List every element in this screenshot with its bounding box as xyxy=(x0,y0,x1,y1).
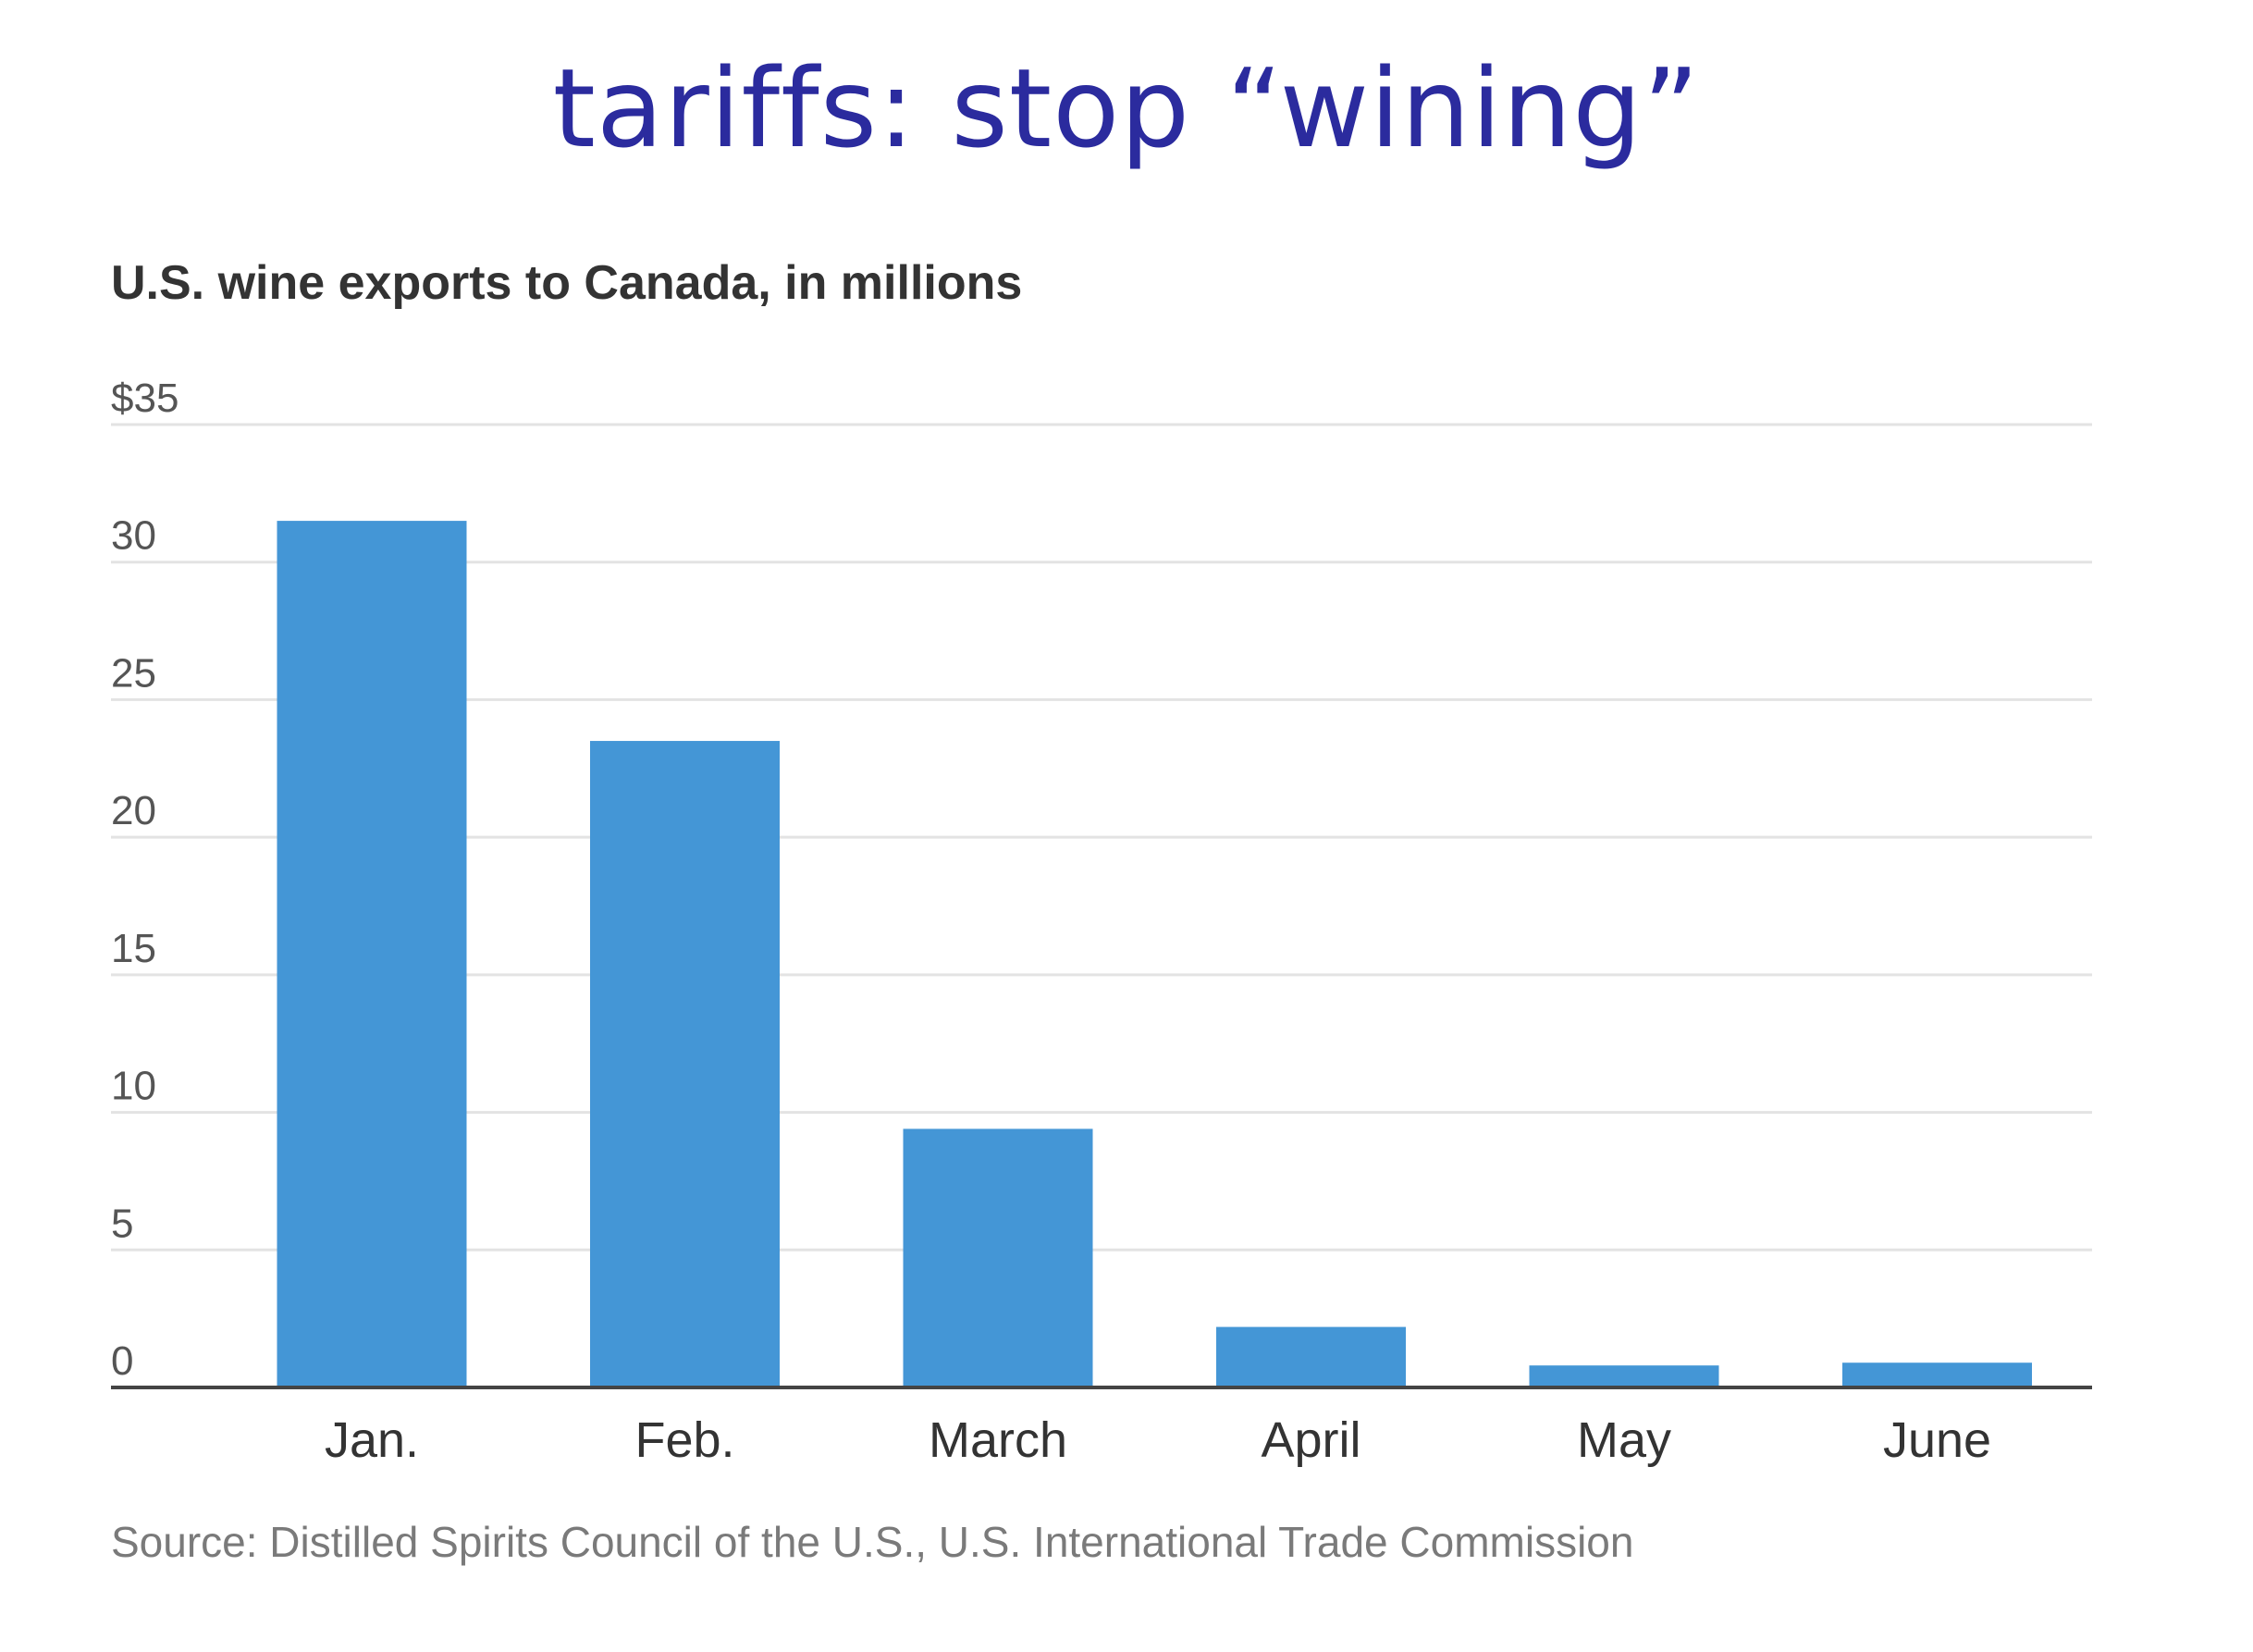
y-tick-label: $35 xyxy=(111,376,179,421)
x-tick-label: Feb. xyxy=(634,1412,734,1468)
y-tick-label: 10 xyxy=(111,1064,156,1109)
bar-april xyxy=(1216,1326,1406,1387)
y-tick-label: 25 xyxy=(111,650,156,696)
x-tick-label: Jan. xyxy=(325,1412,419,1468)
chart-title: U.S. wine exports to Canada, in millions xyxy=(111,256,1023,310)
bar-june xyxy=(1842,1362,2032,1387)
y-axis-ticks: 0 5 10 15 20 25 30 $35 xyxy=(111,376,179,1384)
y-tick-label: 20 xyxy=(111,788,156,833)
bar-march xyxy=(903,1128,1093,1387)
bar-jan xyxy=(277,521,467,1387)
x-tick-label: March xyxy=(929,1412,1067,1468)
x-tick-label: April xyxy=(1261,1412,1360,1468)
y-tick-label: 5 xyxy=(111,1201,133,1246)
y-tick-label: 15 xyxy=(111,926,156,971)
bar-feb xyxy=(590,741,780,1387)
y-tick-label: 30 xyxy=(111,513,156,559)
chart-source: Source: Distilled Spirits Council of the… xyxy=(111,1518,1634,1566)
x-tick-label: June xyxy=(1883,1412,1991,1468)
x-tick-label: May xyxy=(1577,1412,1671,1468)
y-tick-label: 0 xyxy=(111,1338,133,1384)
bar-may xyxy=(1529,1365,1719,1387)
bars xyxy=(277,521,2032,1387)
x-axis-labels: Jan. Feb. March April May June xyxy=(325,1412,1991,1468)
slide-title: tariffs: stop “wining” xyxy=(552,44,1701,172)
